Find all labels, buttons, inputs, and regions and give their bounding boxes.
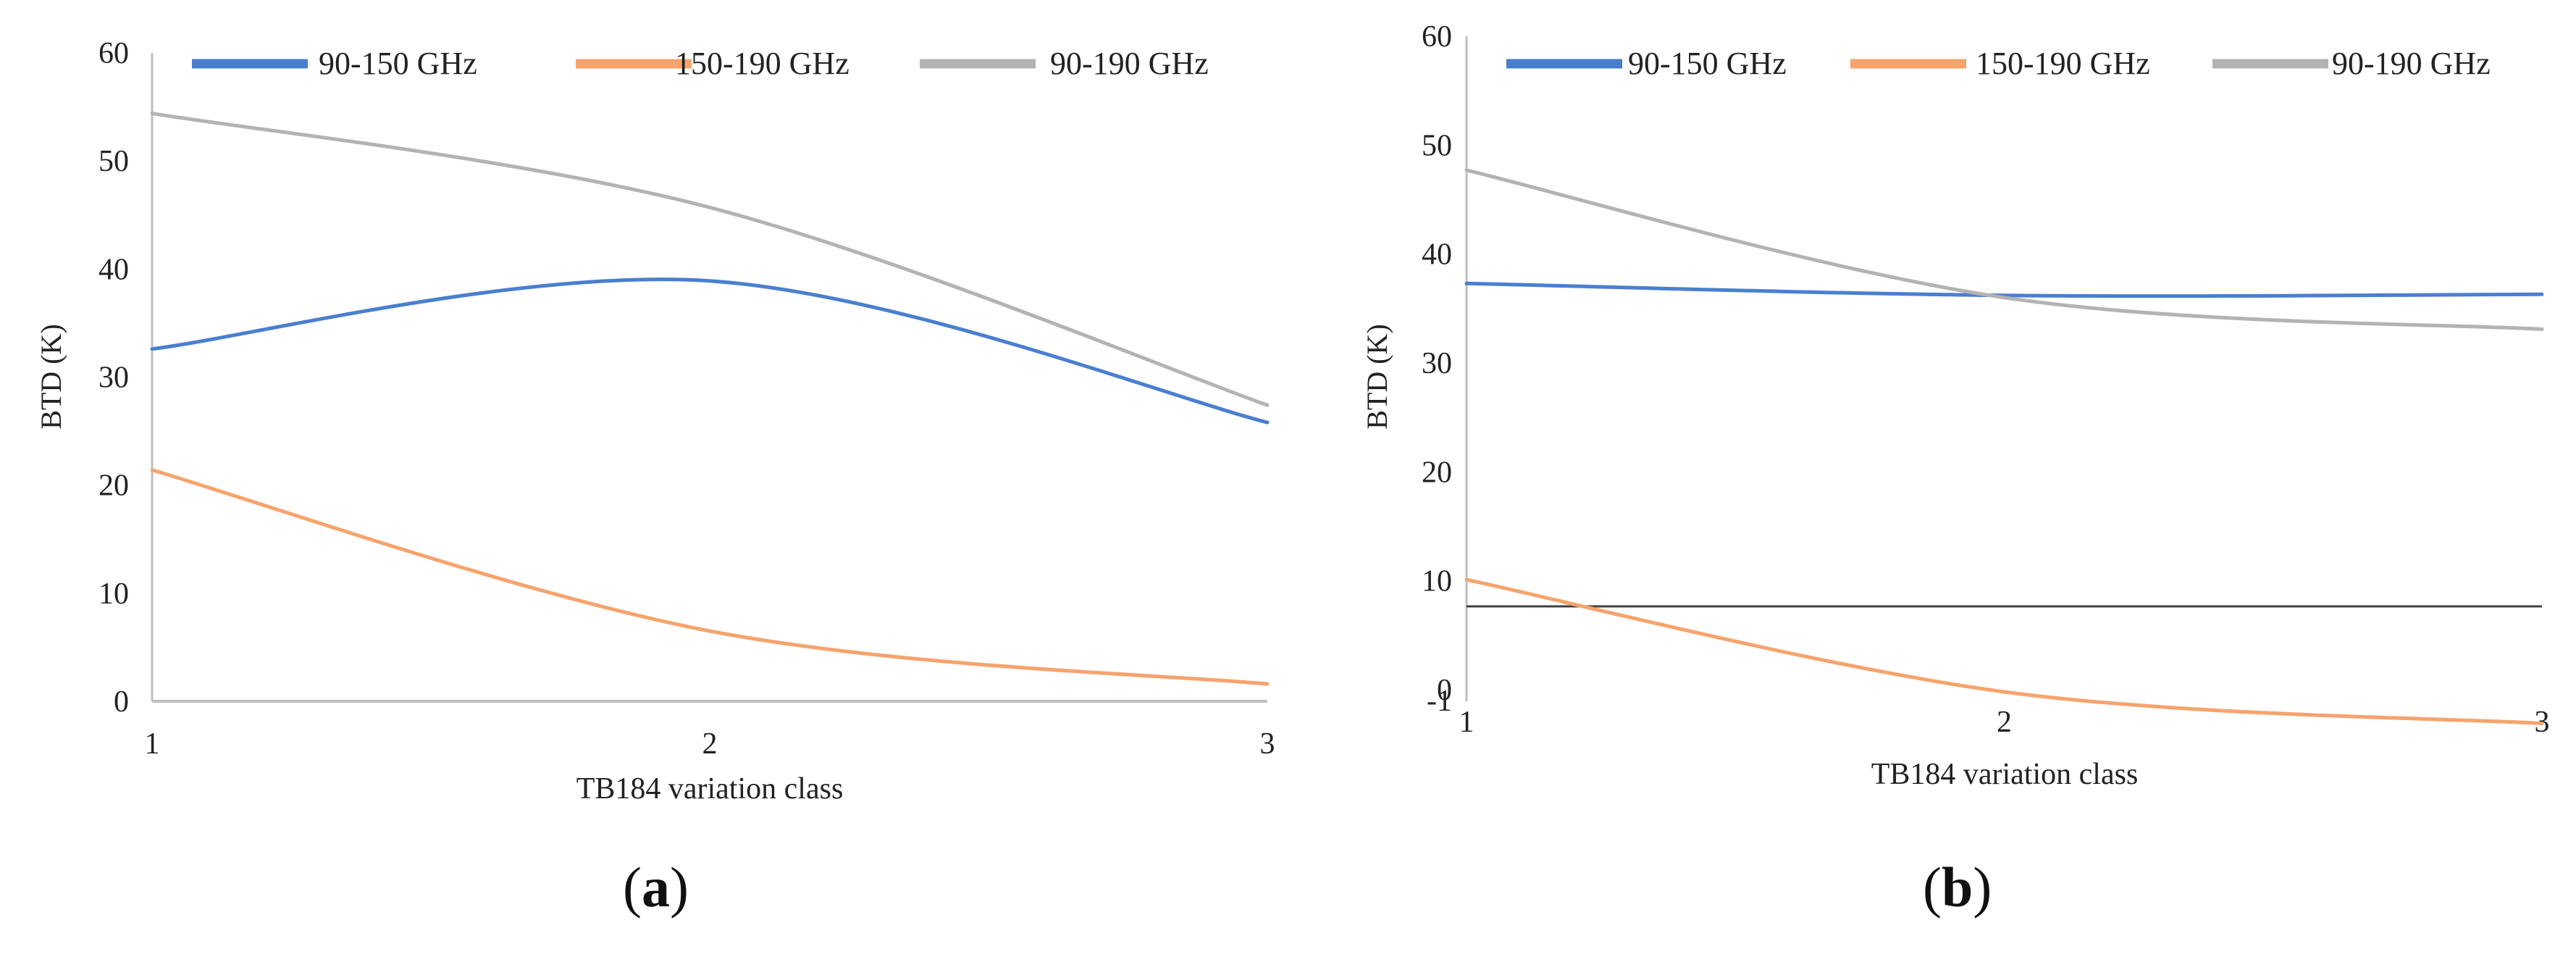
y-tick-label: 60 — [1422, 20, 1452, 54]
panel-caption-a: (a) — [623, 856, 689, 919]
chart-panel-b: BTD (K) TB184 variation class -10 10 20 30 4… — [1361, 20, 2550, 791]
series-line-150-190-ghz — [150, 468, 1270, 686]
legend-label: 150-190 GHz — [675, 46, 849, 81]
panel-caption-b: (b) — [1923, 856, 1992, 919]
x-axis-title: TB184 variation class — [1871, 758, 2139, 791]
panel-label: a — [641, 856, 670, 919]
y-axis-title: BTD (K) — [35, 324, 67, 430]
y-tick-label: 50 — [98, 145, 129, 178]
x-tick-label: 1 — [145, 727, 160, 761]
series-line-150-190-ghz — [1464, 577, 2544, 726]
y-tick-label: 40 — [1422, 238, 1452, 272]
y-tick-label: 0 — [1437, 674, 1452, 707]
y-tick-label: 60 — [98, 37, 129, 70]
y-tick-label: 20 — [1422, 456, 1452, 489]
y-axis-title: BTD (K) — [1361, 324, 1393, 430]
series-line-90-190-ghz — [1464, 168, 2544, 331]
y-tick-label: -1 — [1427, 685, 1452, 718]
y-tick-label: 40 — [98, 253, 129, 286]
series-line-90-150-ghz — [1464, 281, 2544, 298]
panel-label: b — [1941, 856, 1973, 919]
legend-label: 90-190 GHz — [2332, 46, 2491, 81]
y-tick-label: 30 — [1422, 347, 1452, 380]
y-tick-label: 20 — [98, 469, 129, 503]
y-tick-label: 10 — [1422, 565, 1452, 598]
x-tick-label: 2 — [702, 727, 718, 761]
chart-panel-a: BTD (K) TB184 variation class 0 10 20 30 40 5… — [35, 37, 1275, 806]
series-line-90-150-ghz — [150, 277, 1270, 425]
y-tick-label: 50 — [1422, 129, 1452, 162]
y-tick-label: 0 — [114, 685, 129, 719]
x-tick-label: 2 — [1997, 706, 2012, 739]
legend-label: 90-150 GHz — [319, 46, 477, 81]
x-tick-label: 1 — [1459, 706, 1474, 739]
x-axis-title: TB184 variation class — [576, 772, 844, 806]
legend-label: 90-150 GHz — [1628, 46, 1787, 81]
series-line-90-190-ghz — [150, 112, 1270, 407]
legend-label: 150-190 GHz — [1976, 46, 2150, 81]
y-tick-label: 30 — [98, 362, 129, 395]
y-tick-label: 10 — [98, 577, 129, 611]
legend-label: 90-190 GHz — [1050, 46, 1209, 81]
x-tick-label: 3 — [1260, 727, 1275, 761]
